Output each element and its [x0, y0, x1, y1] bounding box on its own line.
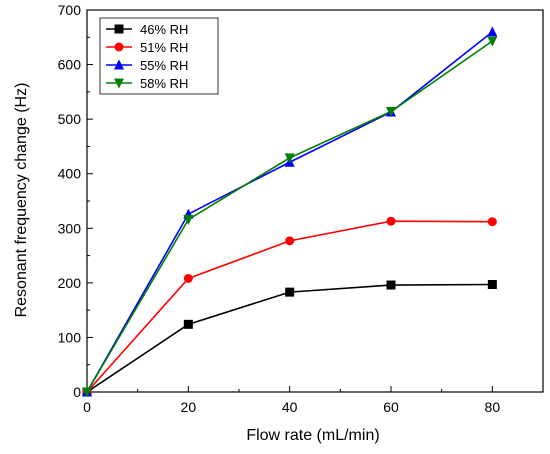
y-axis-title: Resonant frequency change (Hz) [13, 83, 30, 318]
x-axis: 0 20 40 60 80 [83, 386, 500, 415]
legend-label: 51% RH [140, 40, 188, 55]
x-axis-title: Flow rate (mL/min) [246, 427, 379, 444]
x-tick-label: 40 [282, 399, 298, 415]
y-tick-label: 0 [73, 384, 81, 400]
series-line-0 [86, 283, 493, 393]
legend-label: 55% RH [140, 58, 188, 73]
data-point [285, 236, 295, 246]
legend: 46% RH 51% RH 55% RH 58% RH [99, 17, 219, 95]
series-markers [82, 26, 498, 398]
legend-marker [114, 78, 124, 89]
x-tick-label: 20 [181, 399, 197, 415]
x-tick-label: 80 [485, 399, 501, 415]
legend-marker [114, 59, 124, 70]
y-tick-label: 200 [58, 275, 82, 291]
y-tick-label: 400 [58, 166, 82, 182]
y-tick-label: 700 [58, 2, 82, 18]
y-tick-label: 600 [58, 57, 82, 73]
legend-label: 58% RH [140, 76, 188, 91]
data-point [487, 279, 497, 289]
legend-marker [114, 24, 124, 34]
data-point [183, 215, 194, 226]
y-axis: 0 100 200 300 400 500 600 700 [58, 2, 93, 400]
x-tick-label: 60 [383, 399, 399, 415]
data-point [487, 36, 498, 47]
x-tick-label: 0 [83, 399, 91, 415]
data-point [386, 280, 396, 290]
data-point [386, 216, 396, 226]
y-tick-label: 300 [58, 220, 82, 236]
data-point [386, 107, 396, 118]
data-point [284, 153, 295, 164]
data-point [487, 26, 498, 37]
y-tick-label: 100 [58, 329, 82, 345]
data-point [183, 273, 193, 283]
series-line-1 [86, 220, 493, 393]
data-point [82, 387, 92, 398]
legend-marker [114, 42, 124, 52]
y-tick-label: 500 [58, 111, 82, 127]
data-point [487, 217, 497, 227]
legend-label: 46% RH [140, 22, 188, 37]
data-point [183, 319, 193, 329]
data-point [285, 287, 295, 297]
